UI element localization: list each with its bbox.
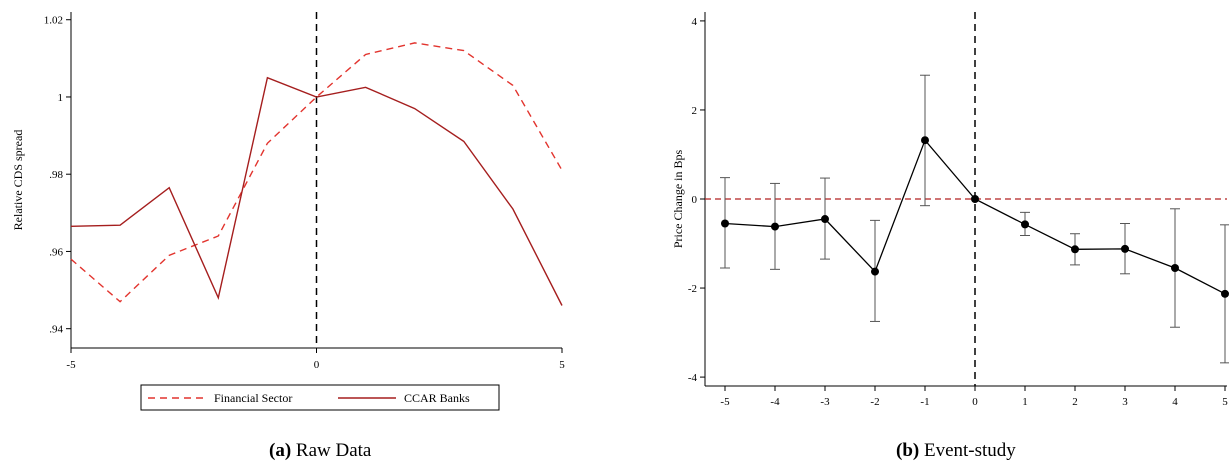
y-tick-label-b: 0 [692,194,698,206]
estimate-point [1171,264,1179,273]
x-tick-label-b: -2 [870,396,879,408]
estimate-point [971,195,979,203]
estimate-point [1021,220,1029,229]
legend-label: CCAR Banks [404,391,470,405]
y-tick-label-b: 2 [692,105,698,117]
x-tick-label-b: 3 [1122,396,1128,408]
y-axis-label-b: Price Change in Bps [671,150,685,249]
estimate-point [1121,244,1129,253]
x-tick-label-b: -5 [720,396,730,408]
legend-label: Financial Sector [214,391,292,405]
caption-a: (a) Raw Data [269,440,371,462]
series-line-financial-sector [70,42,563,303]
panel-a-raw-data: .94 .96 .98 1 1.02 -5 0 5 Relative CDS spread Fin… [11,12,565,411]
y-tick-label-a: 1 [58,92,64,104]
x-tick-label-a: 0 [314,359,320,371]
y-tick-label-a: .96 [49,246,63,258]
x-tick-label-b: -1 [920,396,929,408]
x-tick-label-b: 1 [1022,396,1028,408]
x-tick-label-b: -4 [770,396,780,408]
caption-b: (b) Event-study [896,440,1016,462]
x-tick-label-b: -3 [820,396,830,408]
x-tick-label-b: 0 [972,396,978,408]
y-tick-label-a: 1.02 [44,15,63,27]
x-tick-label-b: 5 [1222,396,1228,408]
estimate-point [1071,245,1079,254]
x-tick-label-a: 5 [559,359,565,371]
estimate-point [871,267,879,276]
estimate-point [721,219,729,228]
y-tick-label-b: 4 [692,16,698,28]
caption-a-text: Raw Data [295,440,372,461]
caption-b-tag: (b) [896,440,920,461]
estimate-point [821,215,829,224]
estimate-point [1221,289,1229,298]
x-tick-label-b: 4 [1172,396,1178,408]
y-axis-label-a: Relative CDS spread [11,130,25,231]
caption-b-text: Event-study [923,440,1016,461]
y-tick-label-a: .98 [49,169,63,181]
legend-a: Financial Sector CCAR Banks [140,384,500,411]
y-tick-label-b: -4 [688,372,698,384]
x-tick-label-a: -5 [66,359,76,371]
caption-a-tag: (a) [269,440,292,461]
estimate-point [921,136,929,145]
x-tick-label-b: 2 [1072,396,1078,408]
estimate-point [771,222,779,231]
panel-b-event-study: -4 -2 0 2 4 -5 -4 -3 -2 -1 0 1 2 3 4 5 Price Change in B… [671,12,1229,408]
y-tick-label-a: .94 [49,324,63,336]
series-line-ccar-banks [70,76,563,306]
y-tick-label-b: -2 [688,283,697,295]
